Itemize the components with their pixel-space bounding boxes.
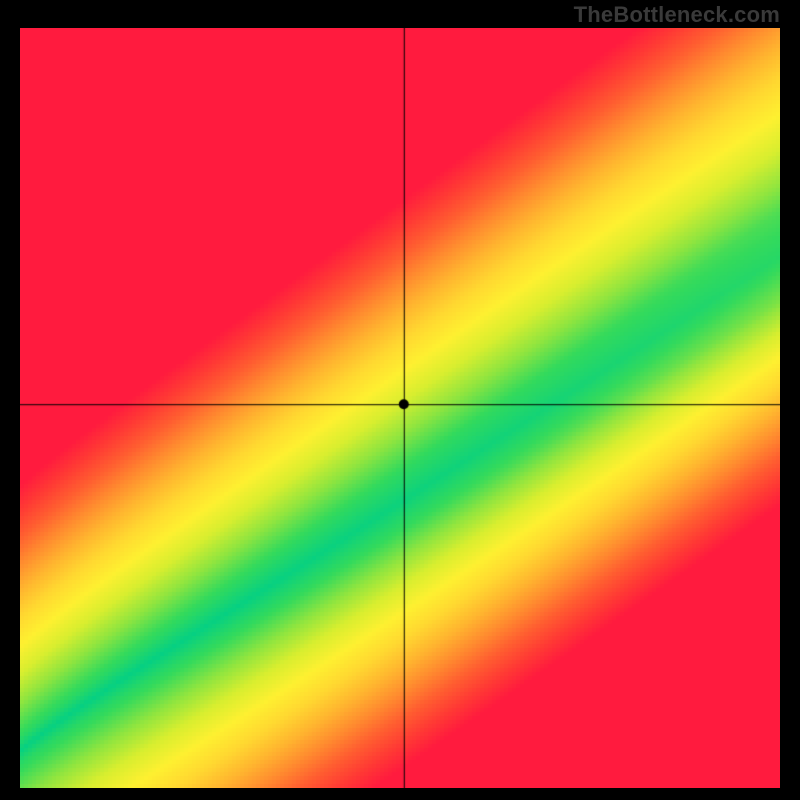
watermark-label: TheBottleneck.com (574, 2, 780, 28)
bottleneck-heatmap (20, 28, 780, 788)
